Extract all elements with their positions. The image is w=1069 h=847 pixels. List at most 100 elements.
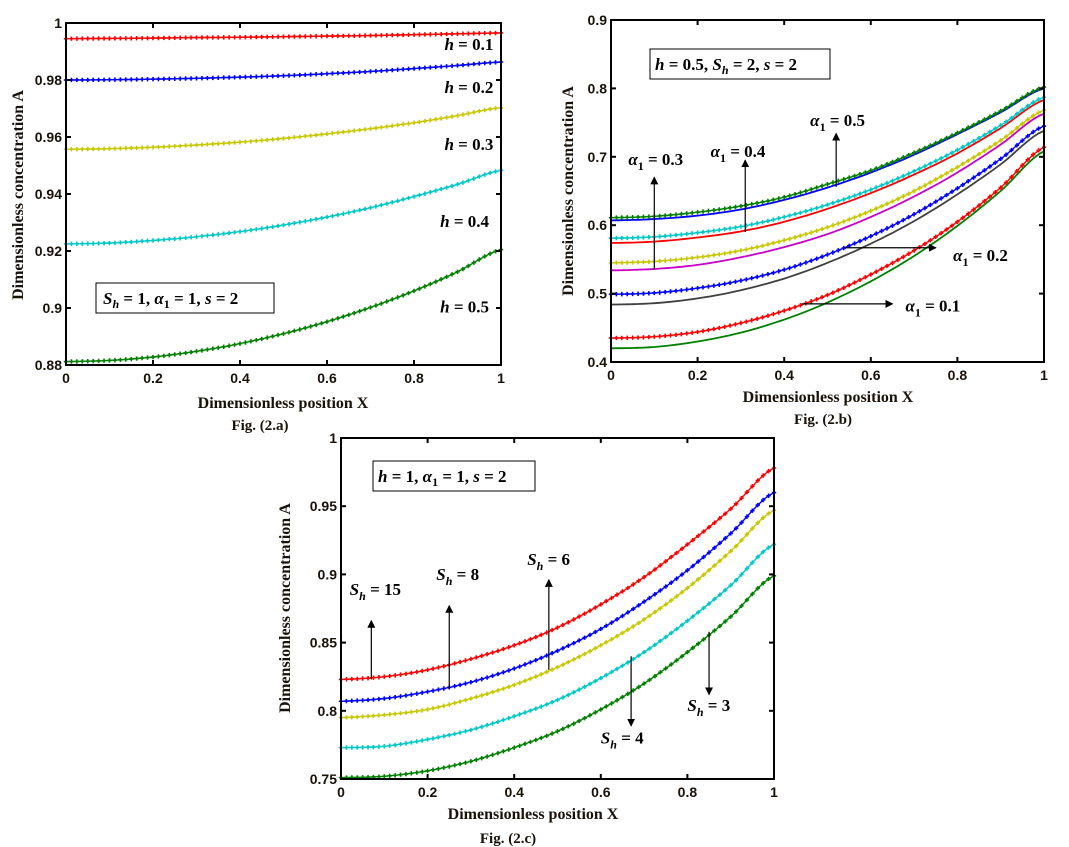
series-h-0p3-marker <box>466 111 471 116</box>
series-alpha1-0p3-marker-marker <box>1036 110 1041 115</box>
series-sh-6-marker <box>419 708 425 713</box>
series-sh-15-marker <box>365 675 371 681</box>
series-sh-8-marker <box>685 568 690 573</box>
series-h-0p2-marker <box>308 72 313 77</box>
series-h-0p3-marker <box>275 136 281 142</box>
series-alpha1-0p4-marker-marker <box>765 218 771 224</box>
series-alpha1-0p2-marker-marker <box>733 279 738 284</box>
series-sh-4-marker <box>668 630 674 636</box>
series-alpha1-0p1-marker-marker <box>928 238 933 243</box>
series-alpha1-0p2-marker-marker <box>830 250 836 255</box>
series-alpha1-0p5-marker-marker <box>911 150 917 155</box>
series-h-0p1-marker <box>221 35 226 40</box>
series-h-0p3-marker <box>330 131 335 136</box>
series-h-0p5-marker <box>346 312 351 318</box>
series-sh-8-marker <box>733 526 739 531</box>
series-alpha1-0p2-marker-marker <box>998 156 1003 162</box>
series-sh-8-marker <box>371 697 376 702</box>
series-sh-3-marker <box>447 764 452 769</box>
series-alpha1-0p3-marker-marker <box>782 238 787 243</box>
series-h-0p4-marker <box>183 235 188 241</box>
annotation-sh-6: Sh = 6 <box>527 550 570 573</box>
series-alpha1-0p2-marker-marker <box>765 272 771 277</box>
series-alpha1-0p1-marker-marker <box>630 335 635 340</box>
series-h-0p3-marker <box>183 143 188 148</box>
series-sh-4-marker <box>625 660 631 665</box>
series-h-0p1-marker <box>438 31 444 37</box>
series-alpha1-0p2-marker-marker <box>1014 143 1020 148</box>
series-h-0p2-marker <box>351 70 357 75</box>
series-h-0p2-marker <box>80 77 85 83</box>
series-h-0p4-marker <box>330 213 335 219</box>
series-sh-8-marker <box>766 493 771 498</box>
series-alpha1-0p1-marker-marker <box>874 269 879 274</box>
series-sh-4-marker <box>620 663 625 668</box>
series-sh-6-marker <box>636 620 641 626</box>
series-sh-3-marker <box>631 688 636 693</box>
series-sh-8-marker <box>717 540 723 546</box>
series-alpha1-0p5-marker-marker <box>846 175 852 180</box>
series-sh-6-marker <box>560 662 566 667</box>
series-sh-4-marker <box>468 727 474 733</box>
series-alpha1-0p4-marker-marker <box>803 208 809 214</box>
series-sh-15-marker <box>436 665 441 670</box>
series-sh-6-marker <box>403 710 409 715</box>
series-alpha1-0p5-marker-marker <box>706 208 711 214</box>
y-tick-label: 0.92 <box>35 243 62 259</box>
series-h-0p4-marker <box>411 194 417 199</box>
series-alpha1-0p1-marker-marker <box>868 272 873 277</box>
series-alpha1-0p4-marker-marker <box>928 161 933 166</box>
series-h-0p4-marker <box>292 221 297 226</box>
series-sh-4-marker <box>604 672 609 678</box>
series-h-0p4-marker <box>139 239 145 244</box>
series-sh-4-marker <box>355 745 360 750</box>
series-h-0p5-marker <box>286 330 292 335</box>
series-h-0p1-marker <box>390 32 395 38</box>
series-alpha1-0p1-marker-marker <box>662 333 668 339</box>
series-sh-15-marker <box>593 605 598 610</box>
series-alpha1-0p4-marker-marker <box>776 216 781 221</box>
series-alpha1-0p2-marker-marker <box>749 276 754 281</box>
series-alpha1-0p1-marker-marker <box>949 223 955 228</box>
series-alpha1-0p4-marker-marker <box>1036 97 1041 102</box>
series-h-0p5-marker <box>313 322 319 328</box>
series-h-0p3-marker <box>341 129 346 135</box>
series-alpha1-0p3-marker-marker <box>754 244 760 250</box>
series-sh-15-marker <box>398 672 403 677</box>
series-alpha1-0p1-marker-marker <box>689 330 695 335</box>
series-sh-4-marker <box>376 744 382 749</box>
x-tick-label: 0.8 <box>948 367 968 383</box>
series-alpha1-0p1-marker-marker <box>798 303 803 308</box>
series-sh-8-marker <box>355 698 360 703</box>
series-alpha1-0p2-marker-marker <box>857 238 863 244</box>
series-sh-15-marker <box>414 669 419 675</box>
chart-a-caption: Fig. (2.a) <box>231 418 288 434</box>
series-alpha1-0p4-marker-marker <box>646 234 652 240</box>
series-alpha1-0p2-marker-marker <box>738 278 744 283</box>
series-alpha1-0p4-marker-marker <box>911 168 917 174</box>
series-alpha1-0p1-marker-marker <box>754 316 760 321</box>
series-sh-8-marker <box>506 668 511 673</box>
series-alpha1-0p4-marker-marker <box>868 187 873 192</box>
series-h-0p1-marker <box>85 36 90 41</box>
series-h-0p3-marker <box>243 139 248 144</box>
series-sh-15-marker <box>555 625 560 630</box>
series-sh-15-marker <box>522 639 528 644</box>
series-alpha1-0p4-marker-marker <box>836 198 841 204</box>
series-h-0p3-marker <box>129 145 134 151</box>
series-alpha1-0p5-marker-marker <box>722 206 727 211</box>
series-alpha1-0p2-marker-marker <box>884 226 890 231</box>
series-h-0p4-marker <box>199 233 205 239</box>
series-h-0p1-marker <box>493 30 498 36</box>
series-alpha1-0p1-marker-marker <box>700 328 706 334</box>
series-alpha1-0p5-solid-line <box>610 87 1045 222</box>
series-alpha1-0p4-marker-marker <box>679 232 684 237</box>
series-sh-6-marker <box>733 543 739 549</box>
series-alpha1-0p1-marker-marker <box>765 313 771 318</box>
series-h-0p5-marker <box>460 266 466 272</box>
series-h-0p4-marker <box>455 182 460 187</box>
series-h-0p1-marker <box>270 34 275 40</box>
series-alpha1-0p3-marker-marker <box>733 249 738 254</box>
series-sh-6-marker <box>344 715 349 720</box>
series-h-0p1-marker <box>150 35 156 41</box>
